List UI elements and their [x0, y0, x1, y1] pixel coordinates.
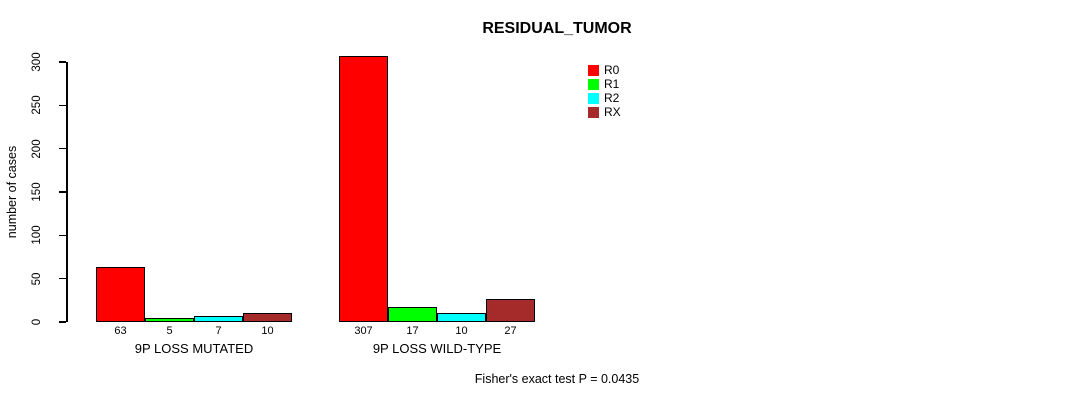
y-axis-label: number of cases: [5, 145, 19, 239]
y-tick-label: 150: [31, 182, 43, 202]
bar-r2-2: [437, 313, 486, 322]
legend-label: R2: [604, 91, 620, 105]
y-tick-label: 200: [31, 139, 43, 159]
y-tick-label: 50: [31, 272, 43, 286]
bar-value-label: 27: [504, 325, 517, 337]
group-label: 9P LOSS WILD-TYPE: [372, 341, 502, 356]
y-tick-mark: [59, 234, 66, 237]
y-tick-mark: [59, 104, 66, 107]
y-tick-label: 0: [31, 318, 43, 326]
group-label: 9P LOSS MUTATED: [134, 341, 254, 356]
legend-item: R0: [588, 63, 621, 77]
y-tick-label: 300: [31, 52, 43, 72]
bar-value-label: 307: [354, 325, 373, 337]
legend-label: RX: [604, 105, 621, 119]
legend-item: R2: [588, 91, 621, 105]
bar-value-label: 5: [166, 325, 173, 337]
bar-r0-1: [96, 267, 145, 322]
annotation-text: Fisher's exact test P = 0.0435: [474, 372, 640, 386]
legend-item: R1: [588, 77, 621, 91]
bar-value-label: 10: [261, 325, 274, 337]
bar-r2-1: [194, 315, 243, 322]
legend-swatch-r1: [588, 79, 599, 90]
bar-value-label: 63: [114, 325, 127, 337]
chart-title: RESIDUAL_TUMOR: [482, 20, 632, 37]
y-tick-label: 100: [31, 225, 43, 245]
legend-item: RX: [588, 105, 621, 119]
legend-swatch-r2: [588, 93, 599, 104]
bar-rx-2: [486, 298, 535, 322]
y-tick-mark: [59, 191, 66, 193]
y-tick-label: 250: [31, 95, 43, 115]
y-tick-mark: [59, 147, 66, 150]
bar-r0-2: [339, 55, 388, 322]
bar-r1-1: [145, 317, 194, 322]
legend-label: R1: [604, 77, 620, 91]
y-tick-mark: [59, 277, 66, 280]
y-axis-line: [66, 62, 68, 322]
bar-value-label: 17: [406, 325, 419, 337]
y-tick-mark: [59, 61, 66, 63]
legend: R0 R1 R2 RX: [588, 63, 621, 121]
bar-value-label: 7: [215, 325, 222, 337]
bar-r1-2: [388, 307, 437, 322]
legend-swatch-rx: [588, 107, 599, 118]
bar-value-label: 10: [455, 325, 468, 337]
legend-swatch-r0: [588, 65, 599, 76]
legend-label: R0: [604, 63, 620, 77]
y-tick-mark: [59, 321, 66, 323]
bar-rx-1: [243, 313, 292, 322]
